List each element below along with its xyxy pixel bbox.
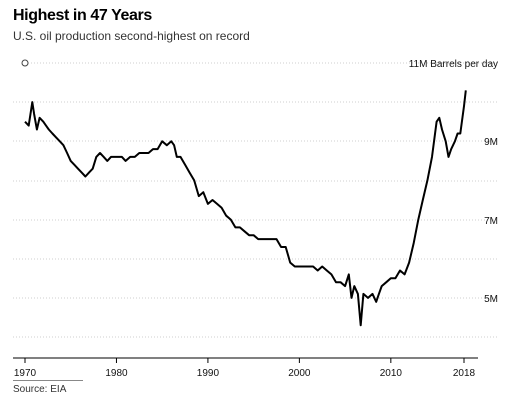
oil-production-line	[24, 90, 467, 327]
x-axis-ticks: 1970 1980 1990 2000 2010 2018	[14, 358, 476, 379]
grid	[13, 62, 498, 338]
y-tick-label-7: 7M	[484, 216, 498, 227]
source-note: Source: EIA	[13, 384, 67, 395]
x-tick-label: 2000	[288, 368, 311, 379]
x-tick-label: 1980	[105, 368, 128, 379]
y-tick-label-9: 9M	[484, 137, 498, 148]
x-tick-label: 2018	[453, 368, 476, 379]
x-tick-label: 1970	[14, 368, 37, 379]
origin-marker	[21, 59, 29, 67]
y-tick-label-5: 5M	[484, 294, 498, 305]
chart-title: Highest in 47 Years	[13, 7, 152, 24]
chart-subtitle: U.S. oil production second-highest on re…	[13, 29, 250, 43]
x-tick-label: 2010	[380, 368, 403, 379]
unit-label: 11M Barrels per day	[409, 59, 498, 70]
source-rule	[13, 380, 83, 381]
x-tick-label: 1990	[197, 368, 220, 379]
